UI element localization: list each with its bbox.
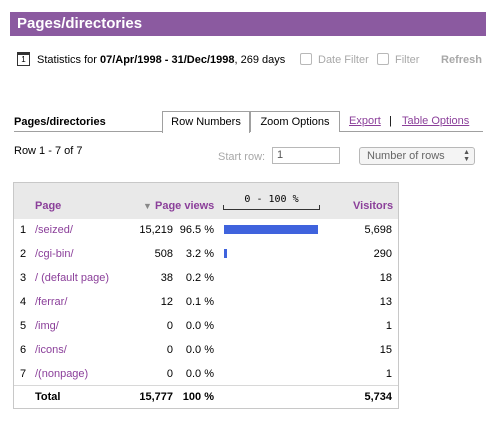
calendar-icon[interactable]: 1 [17, 52, 30, 66]
total-visitors: 5,734 [364, 391, 392, 403]
percent-value: 0.0 % [185, 368, 214, 380]
start-row-input[interactable]: 1 [272, 147, 340, 164]
visitors-value: 18 [379, 272, 392, 284]
total-row: Total 15,777 100 % 5,734 [14, 385, 398, 409]
filter-checkbox[interactable] [377, 53, 389, 65]
tab-zoom-options[interactable]: Zoom Options [250, 111, 340, 132]
visitors-value: 1 [385, 320, 392, 332]
table-row: 3 / (default page) 38 0.2 % 18 [14, 267, 398, 291]
pages-table: Page ▼ Page views 0 - 100 % Visitors 1/s… [13, 182, 399, 409]
section-label: Pages/directories [14, 116, 106, 128]
visitors-value: 13 [379, 296, 392, 308]
statistics-range: Statistics for 07/Apr/1998 - 31/Dec/1998… [37, 54, 285, 66]
table-header: Page ▼ Page views 0 - 100 % Visitors [14, 183, 398, 219]
page-link[interactable]: /cgi-bin/ [35, 248, 74, 260]
number-of-rows-select[interactable]: Number of rows ▲ ▼ [359, 147, 475, 165]
filter-label: Filter [395, 54, 420, 66]
table-row: 1/seized/15,219 96.5 % 5,698 [14, 219, 398, 243]
total-percent: 100 % [182, 391, 214, 403]
percent-bar [224, 249, 227, 258]
row-number: 2 [20, 248, 27, 260]
row-number: 1 [20, 224, 27, 236]
start-row-label: Start row: [218, 151, 266, 163]
page-views-value: 12 [160, 296, 173, 308]
page-link[interactable]: / (default page) [35, 272, 109, 284]
page-link[interactable]: /seized/ [35, 224, 73, 236]
table-row: 5/img/0 0.0 % 1 [14, 315, 398, 339]
table-row: 2/cgi-bin/508 3.2 % 290 [14, 243, 398, 267]
page-views-value: 0 [166, 344, 173, 356]
link-separator: | [389, 115, 392, 127]
page-title: Pages/directories [10, 12, 486, 36]
refresh-button[interactable]: Refresh [441, 54, 482, 66]
page-views-value: 508 [154, 248, 173, 260]
percent-scale: 0 - 100 % [223, 194, 320, 210]
total-label: Total [35, 391, 61, 403]
percent-value: 0.2 % [185, 272, 214, 284]
rows-select-value: Number of rows [367, 150, 445, 162]
visitors-value: 5,698 [364, 224, 392, 236]
updown-arrows-icon: ▲ ▼ [463, 149, 470, 163]
column-header-visitors[interactable]: Visitors [353, 200, 394, 212]
row-number: 7 [20, 368, 27, 380]
scale-bracket [223, 205, 320, 210]
percent-value: 3.2 % [185, 248, 214, 260]
page-link[interactable]: /icons/ [35, 344, 67, 356]
row-number: 4 [20, 296, 27, 308]
table-options-link[interactable]: Table Options [402, 115, 470, 127]
date-filter-checkbox[interactable] [300, 53, 312, 65]
page-views-value: 38 [160, 272, 173, 284]
page-views-value: 0 [166, 320, 173, 332]
date-filter-label: Date Filter [318, 54, 369, 66]
stats-prefix: Statistics for [37, 54, 100, 66]
export-link[interactable]: Export [349, 115, 381, 127]
column-header-page-views[interactable]: ▼ Page views [143, 200, 214, 212]
visitors-value: 1 [385, 368, 392, 380]
page-link[interactable]: /ferrar/ [35, 296, 68, 308]
table-row: 6/icons/0 0.0 % 15 [14, 339, 398, 363]
table-row: 4/ferrar/12 0.1 % 13 [14, 291, 398, 315]
visitors-value: 15 [379, 344, 392, 356]
tab-row-numbers[interactable]: Row Numbers [162, 111, 250, 133]
row-number: 5 [20, 320, 27, 332]
visitors-value: 290 [373, 248, 392, 260]
page-link[interactable]: /(nonpage) [35, 368, 89, 380]
page-views-label: Page views [154, 200, 215, 212]
percent-value: 0.0 % [185, 344, 214, 356]
percent-value: 0.1 % [185, 296, 214, 308]
stats-date-range: 07/Apr/1998 - 31/Dec/1998 [99, 54, 235, 66]
table-row: 7 /(nonpage) 0 0.0 % 1 [14, 363, 398, 387]
row-info: Row 1 - 7 of 7 [14, 145, 83, 157]
percent-value: 96.5 % [179, 224, 214, 236]
total-views: 15,777 [139, 391, 173, 403]
row-number: 3 [20, 272, 27, 284]
row-number: 6 [20, 344, 27, 356]
stats-days: , 269 days [234, 54, 286, 66]
sort-desc-icon: ▼ [143, 201, 152, 211]
column-header-page[interactable]: Page [35, 200, 62, 212]
percent-value: 0.0 % [185, 320, 214, 332]
statistics-bar: 1 Statistics for 07/Apr/1998 - 31/Dec/19… [17, 51, 482, 69]
percent-bar [224, 225, 318, 234]
page-views-value: 0 [166, 368, 173, 380]
page-views-value: 15,219 [139, 224, 173, 236]
page-link[interactable]: /img/ [35, 320, 59, 332]
percent-scale-label: 0 - 100 % [244, 194, 299, 205]
